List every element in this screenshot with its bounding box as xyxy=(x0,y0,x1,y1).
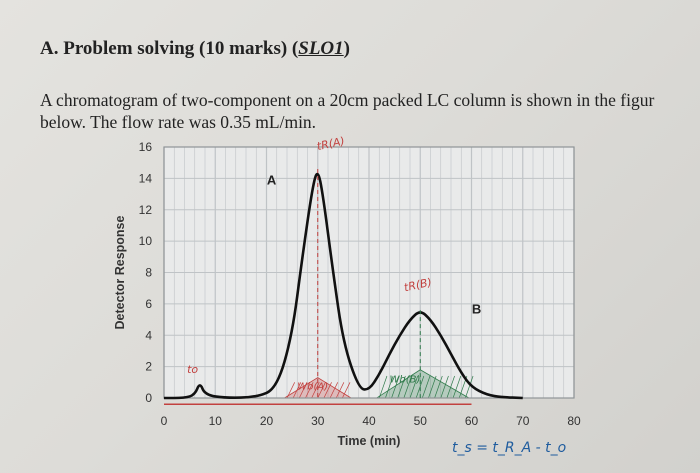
tr-b-label: tR(B) xyxy=(403,276,433,295)
y-tick-label: 8 xyxy=(145,266,152,280)
problem-line-2: below. The flow rate was 0.35 mL/min. xyxy=(40,112,317,132)
x-tick-label: 40 xyxy=(362,414,376,428)
hatch-a xyxy=(323,382,332,399)
hatch-b xyxy=(391,375,400,399)
x-tick-label: 60 xyxy=(465,414,479,428)
peak-label: A xyxy=(267,173,277,188)
hatch-b xyxy=(428,375,437,399)
hatch-a xyxy=(305,382,314,399)
hatch-a xyxy=(292,382,302,399)
wb-b-label: Wb(B) xyxy=(390,374,421,385)
axis-layer: 0 2 4 6 8 10 12 14 16 0 10 20 30 40 50 60 70 80 Time (min)… xyxy=(113,140,581,448)
hatch-b xyxy=(440,375,449,399)
hatch-b xyxy=(415,375,425,399)
hatch-a xyxy=(335,382,345,399)
y-axis-title: Detector Response xyxy=(113,215,127,329)
hatch-a xyxy=(317,382,326,399)
y-tick-label: 0 xyxy=(145,391,152,405)
hatch-b xyxy=(385,375,394,399)
problem-statement: A chromatogram of two-component on a 20c… xyxy=(40,89,700,133)
hatch-a xyxy=(342,382,351,399)
hatch-b xyxy=(434,375,443,399)
y-tick-label: 16 xyxy=(139,140,153,154)
x-tick-label: 0 xyxy=(161,414,168,428)
hatch-b xyxy=(421,375,431,399)
x-tick-label: 30 xyxy=(311,414,325,428)
hatch-b xyxy=(403,375,412,399)
chromatogram-line xyxy=(164,172,523,400)
heading-prefix: A. Problem solving (10 marks) ( xyxy=(40,38,299,59)
formula-note: t_s = t_R_A - t_o xyxy=(452,440,566,456)
problem-heading: A. Problem solving (10 marks) (SLO1) xyxy=(40,38,350,60)
hatch-b xyxy=(409,375,419,399)
series-layer: AB xyxy=(164,172,523,400)
hatch-b xyxy=(452,375,462,399)
x-tick-label: 50 xyxy=(414,414,428,428)
hatch-b xyxy=(465,375,474,399)
wb-a-label: Wb(A) xyxy=(297,381,328,392)
y-tick-label: 14 xyxy=(139,171,153,185)
problem-line-1: A chromatogram of two-component on a 20c… xyxy=(40,90,655,110)
hatch-a xyxy=(286,382,296,399)
heading-slo: SLO1 xyxy=(298,38,344,59)
hatch-a xyxy=(311,382,320,399)
hatch-b xyxy=(397,375,406,399)
hatch-b xyxy=(378,375,388,399)
heading-suffix: ) xyxy=(343,38,350,59)
x-tick-label: 20 xyxy=(260,414,274,428)
t0-label: to xyxy=(187,363,198,376)
x-axis-title: Time (min) xyxy=(338,434,401,448)
y-tick-label: 10 xyxy=(139,234,153,248)
y-tick-label: 6 xyxy=(145,297,152,311)
y-tick-label: 4 xyxy=(145,328,152,342)
grid-layer xyxy=(163,146,575,399)
plot-frame xyxy=(163,146,575,399)
hatch-a xyxy=(329,382,339,399)
hatch-b xyxy=(446,375,455,399)
y-tick-label: 12 xyxy=(139,203,153,217)
handwritten-annotations: to tR(A) tR(B) Wb(A) Wb(B) t_s = t_R_A - t_o xyxy=(164,135,566,456)
tr-a-label: tR(A) xyxy=(316,135,346,154)
y-tick-label: 2 xyxy=(145,360,152,374)
x-tick-label: 80 xyxy=(567,414,581,428)
x-tick-label: 10 xyxy=(209,414,223,428)
peak-label: B xyxy=(472,301,481,316)
x-tick-label: 70 xyxy=(516,414,530,428)
hatch-a xyxy=(298,382,308,399)
